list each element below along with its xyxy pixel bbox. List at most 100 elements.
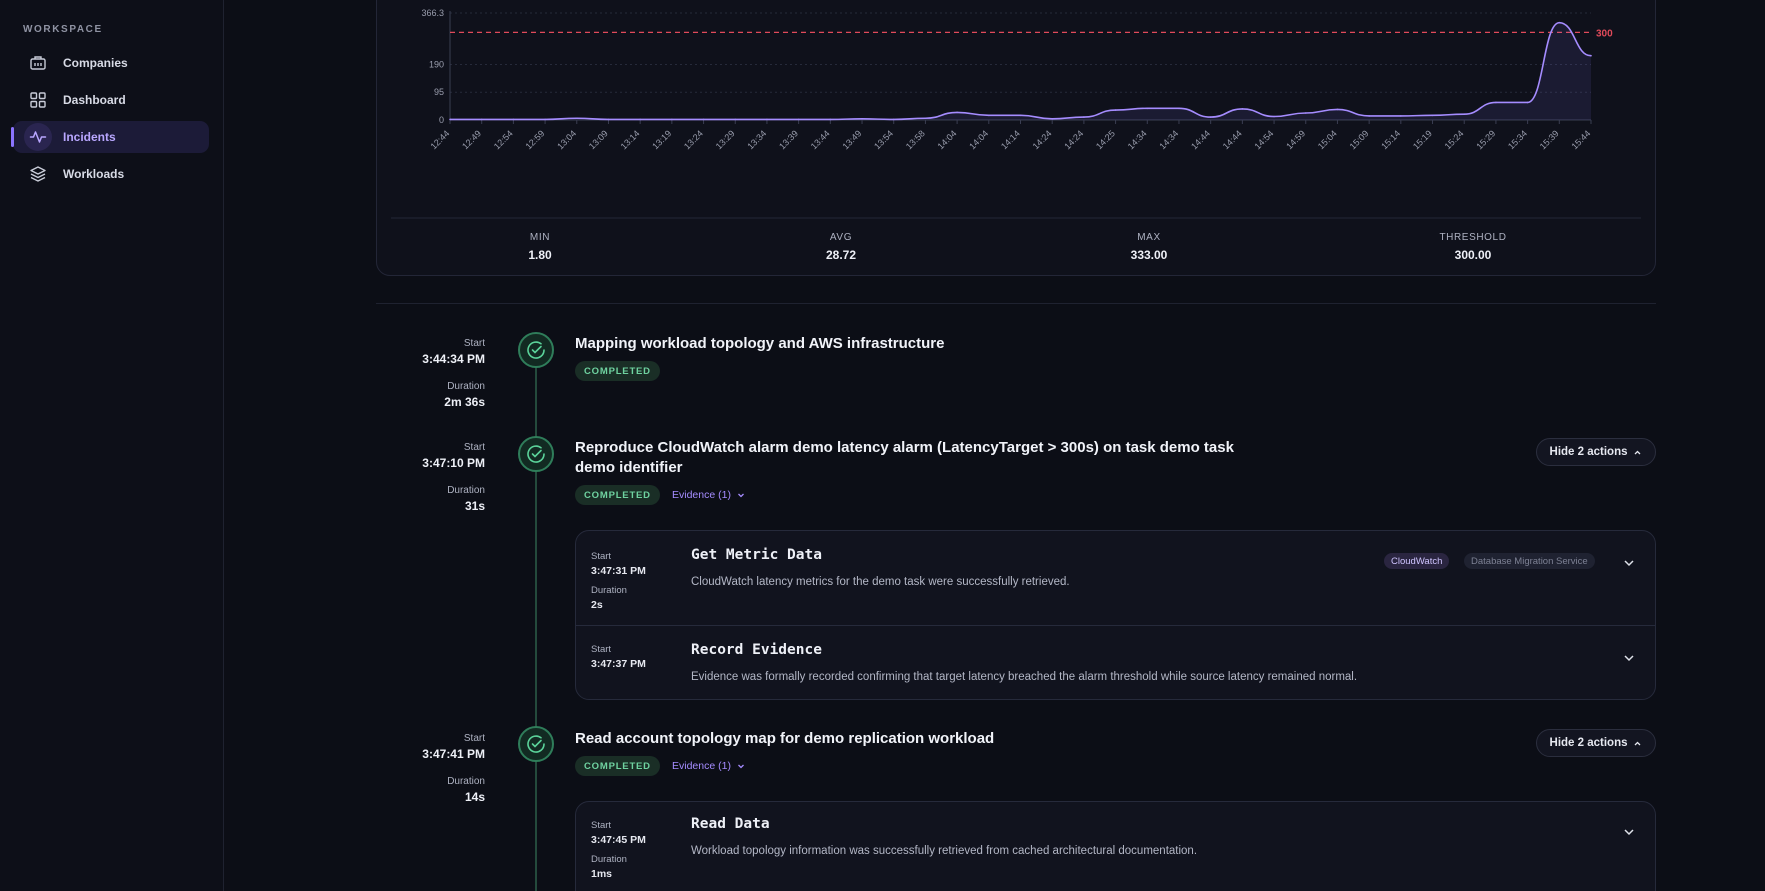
data-point (956, 111, 958, 114)
layers-icon (27, 163, 49, 185)
step-2-meta: Start 3:47:10 PM Duration 31s (422, 442, 485, 513)
x-tick-label: 15:04 (1316, 128, 1339, 151)
action-row-get-metric-data[interactable]: Start 3:47:31 PM Duration 2s Get Metric … (576, 531, 1655, 626)
tag-cloudwatch: CloudWatch (1384, 553, 1450, 569)
actions-card: Start 3:47:45 PM Duration 1ms Read Data … (575, 801, 1656, 891)
data-point (797, 118, 800, 121)
y-tick-label: 366.3 (421, 8, 444, 18)
action-description: Evidence was formally recorded confirmin… (691, 671, 1358, 683)
chevron-up-icon (1635, 450, 1641, 454)
x-tick-label: 15:19 (1411, 128, 1434, 151)
x-tick-label: 14:25 (1094, 128, 1117, 151)
actions-card: Start 3:47:31 PM Duration 2s Get Metric … (575, 530, 1656, 700)
chevron-down-icon[interactable] (1621, 650, 1637, 666)
x-tick-label: 15:39 (1538, 128, 1561, 151)
data-point (734, 118, 737, 121)
step-title: Reproduce CloudWatch alarm demo latency … (575, 439, 1234, 476)
step-1-meta: Start 3:44:34 PM Duration 2m 36s (422, 338, 485, 409)
x-tick-label: 12:59 (523, 128, 546, 151)
data-point (575, 117, 578, 120)
grid-icon (27, 89, 49, 111)
sidebar-item-label: Workloads (63, 167, 125, 181)
step-title: Read account topology map for demo repli… (575, 730, 995, 747)
data-point (1273, 115, 1275, 118)
sidebar-item-dashboard[interactable]: Dashboard (13, 84, 209, 116)
data-point (639, 118, 641, 121)
x-tick-label: 15:34 (1506, 128, 1529, 151)
x-tick-label: 13:19 (650, 128, 673, 151)
hide-actions-button[interactable]: Hide 2 actions (1536, 438, 1656, 466)
action-description: CloudWatch latency metrics for the demo … (691, 576, 1070, 588)
building-icon (27, 52, 49, 74)
action-description: Workload topology information was succes… (691, 845, 1198, 857)
x-tick-label: 13:58 (904, 128, 927, 151)
x-tick-label: 14:44 (1221, 128, 1244, 151)
x-tick-label: 15:44 (1569, 128, 1592, 151)
data-point (924, 117, 927, 120)
sidebar-item-label: Companies (63, 56, 128, 70)
threshold-label: 300 (1596, 28, 1613, 39)
sidebar-item-label: Dashboard (63, 93, 126, 107)
data-point (607, 118, 610, 121)
chevron-down-icon[interactable] (1621, 824, 1637, 840)
hide-actions-button[interactable]: Hide 2 actions (1536, 729, 1656, 757)
stat-avg: AVG 28.72 (825, 232, 857, 262)
data-point (480, 118, 483, 121)
step-3-meta: Start 3:47:41 PM Duration 14s (422, 733, 485, 804)
data-point (988, 114, 990, 117)
action-title: Get Metric Data (691, 547, 822, 563)
x-tick-label: 15:14 (1379, 128, 1402, 151)
data-point (1526, 101, 1529, 104)
x-tick-label: 14:14 (999, 128, 1022, 151)
status-badge: COMPLETED (575, 756, 660, 776)
x-tick-label: 13:44 (809, 128, 832, 151)
chevron-up-icon (1635, 741, 1641, 745)
workspace-label: WORKSPACE (23, 24, 103, 35)
action-row-read-data[interactable]: Start 3:47:45 PM Duration 1ms Read Data … (576, 802, 1655, 891)
data-point (702, 118, 705, 121)
data-point (1241, 108, 1244, 110)
evidence-toggle[interactable]: Evidence (1) (672, 489, 745, 501)
series-line (449, 21, 1592, 121)
x-tick-label: 14:04 (936, 128, 959, 151)
data-point (1146, 107, 1149, 110)
chevron-down-icon[interactable] (1621, 555, 1637, 571)
x-tick-label: 14:24 (1062, 128, 1085, 151)
sidebar-item-companies[interactable]: Companies (13, 47, 209, 79)
y-tick-label: 190 (429, 59, 444, 69)
data-point (1178, 107, 1180, 110)
data-point (1495, 101, 1497, 104)
status-badge: COMPLETED (575, 485, 660, 505)
data-point (544, 118, 546, 121)
stat-max: MAX 333.00 (1130, 232, 1168, 262)
data-point (671, 118, 673, 121)
latency-line-chart: 366.3 190 95 0 300 12:44 12:49 12:54 12:59 13:04 1… (391, 8, 1641, 219)
check-circle-icon (518, 332, 554, 368)
x-tick-label: 15:09 (1348, 128, 1371, 151)
data-point (829, 118, 832, 121)
x-tick-label: 14:24 (1031, 128, 1054, 151)
sidebar: WORKSPACE Companies Dashboard Incidents … (0, 0, 224, 891)
y-tick-label: 95 (434, 87, 444, 97)
sidebar-item-label: Incidents (63, 130, 116, 144)
sidebar-item-incidents[interactable]: Incidents (11, 121, 209, 153)
sidebar-item-workloads[interactable]: Workloads (13, 158, 209, 190)
x-tick-label: 13:34 (745, 128, 768, 151)
x-tick-label: 12:54 (492, 128, 515, 151)
x-tick-label: 12:49 (460, 128, 483, 151)
x-tick-label: 13:04 (555, 128, 578, 151)
x-tick-label: 13:54 (872, 128, 895, 151)
x-tick-label: 14:04 (967, 128, 990, 151)
x-tick-label: 14:34 (1126, 128, 1149, 151)
data-point (1019, 114, 1022, 117)
x-tick-label: 12:44 (428, 128, 451, 151)
action-row-record-evidence[interactable]: Start 3:47:37 PM Record Evidence Evidenc… (576, 626, 1655, 699)
status-badge: COMPLETED (575, 361, 660, 381)
latency-chart-card (376, 0, 1656, 276)
data-point (1400, 115, 1402, 117)
step-title: Mapping workload topology and AWS infras… (575, 335, 945, 352)
x-tick-label: 13:24 (682, 128, 705, 151)
data-point (861, 118, 863, 120)
y-tick-label: 0 (439, 115, 444, 125)
evidence-toggle[interactable]: Evidence (1) (672, 760, 745, 772)
